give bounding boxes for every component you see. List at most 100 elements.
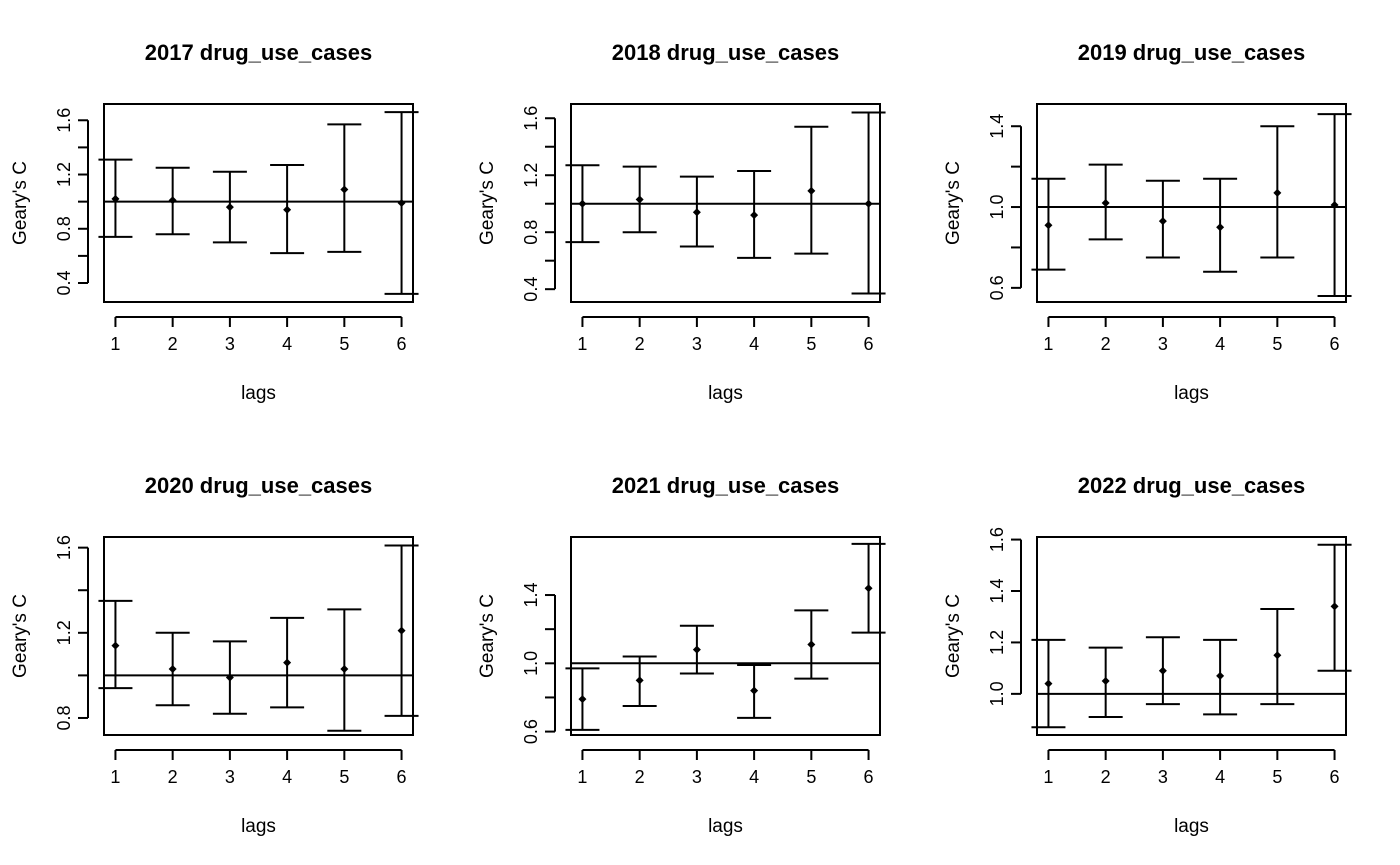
point-estimate (1101, 677, 1110, 685)
point-estimate (807, 640, 816, 649)
plot-frame (1036, 536, 1347, 736)
point-estimate (283, 205, 292, 214)
chart-title: 2019 drug_use_cases (1078, 40, 1306, 65)
x-tick-label: 3 (225, 767, 235, 787)
x-tick-label: 1 (577, 334, 587, 354)
x-tick-label: 5 (339, 767, 349, 787)
x-tick-label: 6 (864, 767, 874, 787)
chart-panel: 2019 drug_use_cases 0.6 1.0 1.4 1 2 3 4 5 6 lags Ge… (943, 40, 1352, 404)
point-estimate (340, 665, 349, 673)
x-tick-label: 4 (1215, 334, 1225, 354)
y-tick-label: 1.0 (987, 195, 1007, 220)
point-estimate (692, 645, 701, 654)
x-tick-label: 2 (168, 767, 178, 787)
y-tick-label: 1.2 (54, 620, 74, 645)
x-tick-label: 5 (1272, 767, 1282, 787)
plot-frame (1036, 103, 1347, 303)
point-estimate (1158, 217, 1167, 226)
point-estimate (864, 584, 873, 593)
x-tick-label: 5 (806, 334, 816, 354)
y-axis-label: Geary's C (477, 594, 498, 678)
chart-title: 2018 drug_use_cases (612, 40, 840, 65)
point-estimate (1044, 221, 1053, 230)
x-tick-label: 6 (864, 334, 874, 354)
x-tick-label: 4 (749, 334, 759, 354)
chart-title: 2021 drug_use_cases (612, 473, 840, 498)
x-tick-label: 2 (1101, 334, 1111, 354)
x-axis-label: lags (241, 383, 276, 404)
x-tick-label: 4 (1215, 767, 1225, 787)
x-tick-label: 4 (282, 767, 292, 787)
point-estimate (111, 641, 120, 650)
y-tick-label: 0.8 (54, 705, 74, 730)
point-estimate (397, 626, 406, 635)
y-tick-label: 0.8 (521, 220, 541, 245)
chart-title: 2022 drug_use_cases (1078, 473, 1306, 498)
x-tick-label: 6 (397, 767, 407, 787)
y-tick-label: 0.6 (987, 275, 1007, 300)
y-axis-label: Geary's C (943, 594, 964, 678)
plot-frame (103, 103, 414, 303)
x-tick-label: 1 (110, 334, 120, 354)
y-tick-label: 1.6 (521, 106, 541, 131)
point-estimate (578, 199, 587, 208)
y-axis-label: Geary's C (10, 161, 31, 245)
y-axis-label: Geary's C (10, 594, 31, 678)
x-axis-label: lags (1174, 383, 1209, 404)
point-estimate (1101, 199, 1110, 207)
x-tick-label: 6 (1330, 767, 1340, 787)
y-axis-label: Geary's C (943, 161, 964, 245)
x-tick-label: 5 (1272, 334, 1282, 354)
point-estimate (635, 676, 644, 685)
x-tick-label: 4 (282, 334, 292, 354)
point-estimate (807, 186, 816, 195)
plot-frame (103, 536, 414, 736)
x-tick-label: 2 (168, 334, 178, 354)
chart-panel: 2020 drug_use_cases 0.8 1.2 1.6 1 2 3 4 5 6 lags Ge… (10, 473, 419, 837)
x-tick-label: 2 (635, 334, 645, 354)
chart-title: 2017 drug_use_cases (145, 40, 373, 65)
x-axis-label: lags (1174, 816, 1209, 837)
point-estimate (397, 199, 406, 207)
y-tick-label: 1.6 (54, 535, 74, 560)
point-estimate (1330, 602, 1339, 611)
y-tick-label: 1.6 (54, 108, 74, 133)
y-tick-label: 1.2 (987, 630, 1007, 655)
x-tick-label: 3 (225, 334, 235, 354)
y-tick-label: 0.8 (54, 216, 74, 241)
point-estimate (168, 196, 177, 205)
x-axis-label: lags (708, 383, 743, 404)
point-estimate (635, 195, 644, 204)
x-tick-label: 1 (1043, 334, 1053, 354)
plot-frame (570, 536, 881, 736)
chart-panel: 2022 drug_use_cases 1.0 1.2 1.4 1.6 1 2 3 4 5 6 lag… (943, 473, 1352, 837)
point-estimate (692, 208, 701, 217)
point-estimate (750, 211, 759, 220)
point-estimate (111, 194, 120, 203)
y-tick-label: 1.4 (521, 583, 541, 608)
x-tick-label: 1 (110, 767, 120, 787)
point-estimate (340, 185, 349, 194)
y-tick-label: 1.4 (987, 578, 1007, 603)
y-tick-label: 1.0 (521, 651, 541, 676)
x-tick-label: 3 (692, 767, 702, 787)
y-tick-label: 0.6 (521, 719, 541, 744)
y-tick-label: 0.4 (54, 270, 74, 295)
x-tick-label: 4 (749, 767, 759, 787)
point-estimate (168, 665, 177, 673)
point-estimate (1273, 188, 1282, 197)
x-tick-label: 3 (692, 334, 702, 354)
x-tick-label: 1 (577, 767, 587, 787)
point-estimate (225, 673, 234, 682)
point-estimate (750, 686, 759, 695)
y-tick-label: 1.4 (987, 114, 1007, 139)
y-tick-label: 0.4 (521, 277, 541, 302)
chart-panel: 2018 drug_use_cases 0.4 0.8 1.2 1.6 1 2 3 4 5 6 lag… (477, 40, 886, 404)
chart-title: 2020 drug_use_cases (145, 473, 373, 498)
y-tick-label: 1.2 (521, 163, 541, 188)
x-tick-label: 5 (339, 334, 349, 354)
chart-panel: 2021 drug_use_cases 0.6 1.0 1.4 1 2 3 4 5 6 lags Ge… (477, 473, 886, 837)
point-estimate (225, 203, 234, 212)
x-tick-label: 3 (1158, 767, 1168, 787)
